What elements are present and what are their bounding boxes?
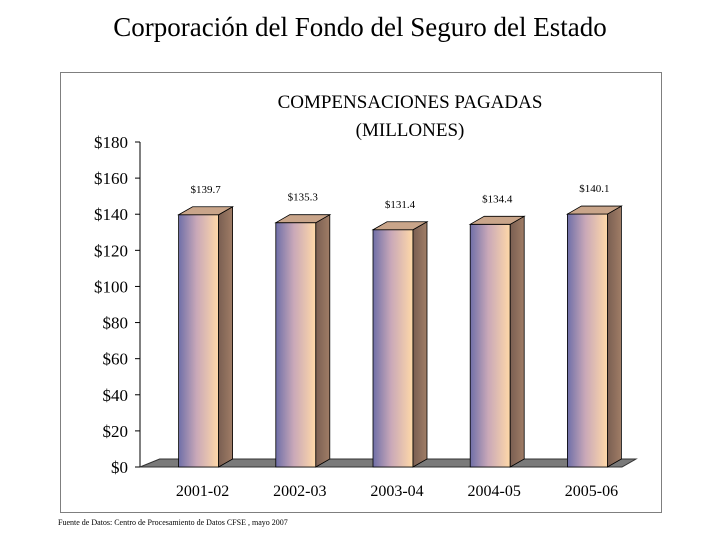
bar-front — [178, 214, 220, 468]
y-tick-label: $140 — [94, 205, 128, 224]
bar-front — [469, 223, 511, 468]
bar-front — [567, 213, 608, 468]
y-tick-label: $160 — [94, 169, 128, 188]
x-tick-label: 2002-03 — [273, 483, 326, 500]
bar-top — [371, 221, 429, 231]
y-tick-label: $100 — [94, 277, 128, 296]
bar-side — [412, 221, 428, 468]
bar-2004-05: $134.4 — [468, 193, 526, 468]
bar-side — [315, 214, 331, 468]
bar-top — [274, 214, 332, 224]
y-tick-label: $180 — [94, 133, 128, 152]
x-tick-label: 2001-02 — [176, 483, 229, 500]
bar-top — [177, 206, 235, 216]
bars: $139.7 $135.3 $131.4 $134.4 $140.1 — [177, 183, 623, 468]
y-tick-label: $0 — [111, 458, 128, 477]
x-tick-label: 2003-04 — [370, 483, 423, 500]
data-label: $134.4 — [482, 193, 513, 205]
y-tick-label: $60 — [103, 350, 129, 369]
y-tick-label: $120 — [94, 241, 128, 260]
bar-front — [372, 229, 414, 468]
data-label: $139.7 — [190, 184, 221, 196]
bar-2005-06: $140.1 — [565, 183, 623, 468]
x-axis: 2001-02 2002-03 2003-04 2004-05 2005-06 — [176, 483, 618, 500]
bar-side — [607, 205, 622, 468]
x-tick-label: 2005-06 — [565, 483, 618, 500]
bar-front — [275, 222, 317, 468]
data-label: $140.1 — [579, 183, 609, 195]
bar-side — [509, 215, 525, 468]
chart-title-line2: (MILLONES) — [356, 120, 465, 141]
bar-top — [468, 215, 526, 225]
chart-frame — [60, 72, 662, 513]
y-tick-label: $20 — [103, 422, 129, 441]
bar-side — [218, 206, 234, 468]
bar-2003-04: $131.4 — [371, 199, 429, 468]
bar-2001-02: $139.7 — [177, 184, 235, 468]
page-title: Corporación del Fondo del Seguro del Est… — [113, 12, 607, 42]
source-footnote: Fuente de Datos: Centro de Procesamiento… — [58, 518, 288, 527]
x-tick-label: 2004-05 — [468, 483, 521, 500]
bar-2002-03: $135.3 — [274, 192, 332, 468]
y-axis: $0 $20 $40 $60 $80 $100 $120 $140 $160 $180 — [94, 133, 141, 477]
y-tick-label: $40 — [103, 386, 129, 405]
data-label: $131.4 — [385, 199, 416, 211]
chart-title-line1: COMPENSACIONES PAGADAS — [278, 92, 543, 113]
data-label: $135.3 — [288, 192, 319, 204]
y-tick-label: $80 — [103, 314, 129, 333]
bar-top — [565, 205, 623, 215]
